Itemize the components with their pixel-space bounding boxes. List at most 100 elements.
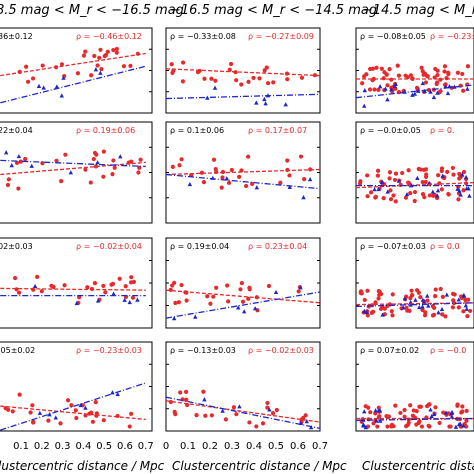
- red-point: [12, 275, 18, 281]
- red-point: [420, 307, 425, 313]
- red-point: [5, 182, 11, 188]
- x-tick-label: 0: [163, 441, 169, 452]
- blue-point: [380, 312, 385, 317]
- red-point: [427, 193, 432, 198]
- red-point: [214, 285, 219, 290]
- red-point: [92, 281, 98, 286]
- blue-point: [422, 88, 427, 94]
- red-point: [370, 66, 376, 71]
- red-point: [260, 421, 266, 426]
- blue-point: [463, 303, 469, 308]
- blue-point: [377, 408, 383, 413]
- red-point: [372, 87, 377, 92]
- red-point: [378, 306, 384, 312]
- red-trend-line: [0, 287, 146, 291]
- blue-point: [453, 424, 459, 429]
- red-point: [408, 73, 413, 78]
- blue-point: [425, 293, 430, 298]
- red-point: [375, 173, 381, 178]
- red-point: [435, 68, 440, 73]
- red-point: [440, 312, 445, 317]
- red-point: [257, 76, 262, 81]
- red-point: [387, 170, 393, 175]
- red-trend-line: [165, 68, 321, 77]
- red-point: [287, 173, 292, 178]
- blue-trend-line: [165, 93, 321, 100]
- red-point: [285, 77, 290, 82]
- blue-point: [430, 189, 436, 194]
- blue-rho-annotation: ρ = −0.07±0.03: [360, 242, 426, 251]
- red-point: [461, 88, 466, 93]
- x-tick-label: 0.4: [246, 441, 262, 452]
- blue-rho-annotation: ρ = 0.07±0.02: [360, 346, 419, 355]
- red-point: [358, 179, 363, 184]
- red-point: [209, 76, 214, 81]
- panel-r1-c2: ρ = −0.0±0.05 ρ = 0.: [355, 121, 474, 224]
- red-point: [89, 73, 94, 78]
- panels: 36±0.12 ρ = −0.46±0.12 ρ = −0.33±0.08 ρ = −…: [0, 27, 474, 432]
- red-point: [59, 179, 64, 184]
- red-point: [246, 154, 251, 159]
- red-point: [433, 405, 438, 410]
- red-point: [23, 156, 28, 162]
- red-point: [271, 80, 276, 85]
- blue-rho-annotation: ρ = −0.08±0.05: [360, 32, 426, 41]
- blue-point: [61, 75, 66, 80]
- x-tick-label: 0.3: [224, 441, 240, 452]
- red-point: [376, 296, 381, 301]
- blue-point: [267, 407, 272, 412]
- red-point: [180, 60, 186, 65]
- red-point: [209, 413, 214, 418]
- red-point: [455, 70, 460, 75]
- red-point: [101, 283, 106, 288]
- blue-point: [385, 97, 390, 102]
- blue-point: [362, 308, 367, 314]
- blue-point: [377, 84, 383, 89]
- red-point: [63, 152, 68, 157]
- blue-trend-line: [355, 84, 474, 99]
- red-point: [69, 403, 74, 408]
- red-point: [465, 314, 470, 319]
- red-point: [373, 300, 378, 305]
- red-point: [435, 72, 440, 78]
- blue-point: [372, 187, 377, 192]
- panel-r3-c2: ρ = 0.07±0.02 ρ = −0.0: [355, 341, 474, 432]
- red-point: [451, 298, 456, 303]
- red-point: [129, 159, 134, 164]
- red-point: [129, 275, 134, 280]
- red-point: [101, 149, 106, 154]
- x-tick-label: 0.6: [290, 441, 306, 452]
- red-point: [170, 283, 175, 288]
- blue-point: [236, 305, 241, 310]
- red-point: [366, 405, 371, 410]
- red-point: [445, 169, 450, 174]
- red-point: [46, 418, 51, 423]
- blue-point: [9, 163, 14, 168]
- blue-rho-annotation: 22±0.04: [0, 126, 33, 135]
- red-point: [173, 300, 178, 306]
- red-point: [31, 419, 36, 424]
- red-point: [442, 69, 447, 74]
- red-point: [393, 199, 398, 204]
- red-point: [376, 87, 381, 92]
- blue-trend-line: [355, 417, 474, 421]
- panel-frame: [165, 341, 321, 432]
- red-point: [379, 66, 384, 71]
- panel-r3-c0: .05±0.02 ρ = −0.23±0.03: [0, 341, 153, 432]
- red-trend-line: [355, 181, 474, 189]
- red-point: [464, 418, 469, 423]
- blue-point: [402, 296, 408, 301]
- blue-point: [47, 412, 52, 417]
- red-point: [110, 281, 116, 286]
- red-point: [226, 180, 232, 185]
- red-point: [110, 172, 115, 177]
- red-trend-line: [355, 302, 474, 306]
- red-point: [83, 167, 88, 172]
- x-tick-label: 0.5: [268, 441, 284, 452]
- red-point: [14, 287, 19, 292]
- red-point: [404, 424, 409, 429]
- blue-point: [428, 89, 433, 94]
- red-point: [208, 301, 213, 306]
- red-point: [375, 168, 381, 173]
- red-point: [430, 313, 436, 318]
